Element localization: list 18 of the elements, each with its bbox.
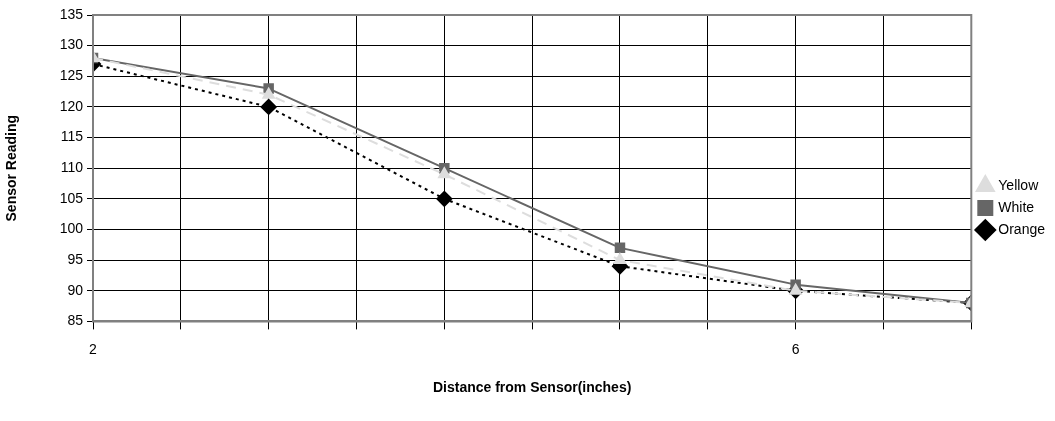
legend-label: Orange bbox=[998, 220, 1046, 237]
legend-label: White bbox=[998, 198, 1035, 215]
y-tick-label: 95 bbox=[67, 250, 84, 267]
y-tick-label: 85 bbox=[67, 312, 84, 329]
y-tick-label: 105 bbox=[59, 189, 84, 206]
x-tick-label: 2 bbox=[89, 340, 98, 357]
y-tick-label: 110 bbox=[60, 159, 84, 176]
y-tick-label: 130 bbox=[59, 36, 84, 53]
y-axis-title: Sensor Reading bbox=[3, 114, 20, 222]
x-axis-title: Distance from Sensor(inches) bbox=[432, 379, 632, 396]
y-tick-label: 120 bbox=[59, 97, 84, 114]
y-tick-label: 135 bbox=[59, 5, 84, 22]
x-tick-label: 6 bbox=[791, 340, 800, 357]
legend-label: Yellow bbox=[998, 176, 1040, 193]
y-tick-label: 115 bbox=[60, 128, 84, 145]
y-tick-label: 125 bbox=[59, 67, 84, 84]
y-tick-label: 100 bbox=[59, 220, 84, 237]
y-tick-label: 90 bbox=[67, 281, 84, 298]
